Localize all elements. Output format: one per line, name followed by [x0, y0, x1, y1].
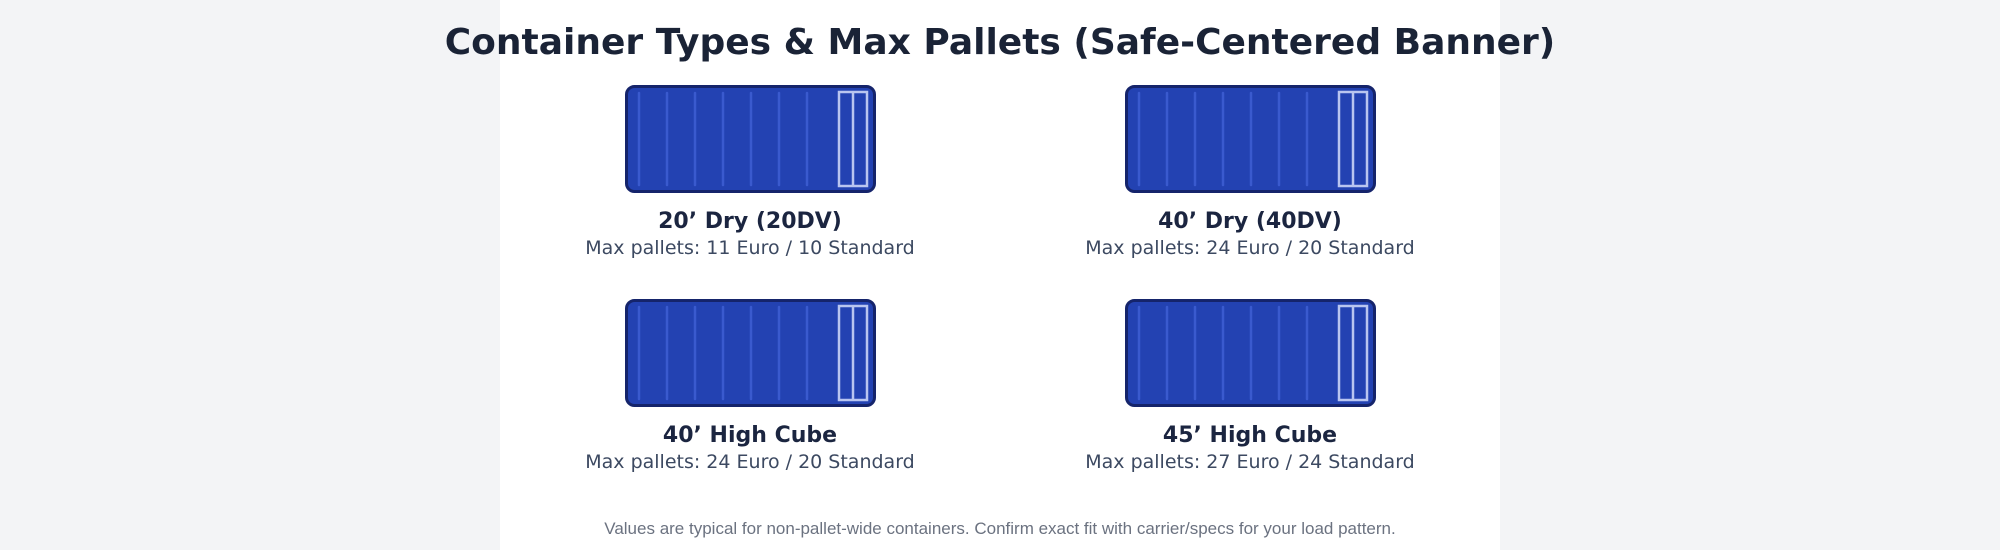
page-title: Container Types & Max Pallets (Safe-Cent…: [444, 22, 1556, 63]
container-card-40dv: 40’ Dry (40DV) Max pallets: 24 Euro / 20…: [1000, 85, 1500, 260]
max-pallets-label: Max pallets: 24 Euro / 20 Standard: [1085, 237, 1415, 259]
container-type-label: 40’ Dry (40DV): [1158, 209, 1342, 234]
container-card-45hc: 45’ High Cube Max pallets: 27 Euro / 24 …: [1000, 299, 1500, 474]
container-door-icon: [1337, 304, 1368, 402]
container-type-label: 45’ High Cube: [1162, 423, 1338, 448]
container-type-label: 20’ Dry (20DV): [658, 209, 842, 234]
max-pallets-label: Max pallets: 24 Euro / 20 Standard: [585, 451, 915, 473]
container-card-20dv: 20’ Dry (20DV) Max pallets: 11 Euro / 10…: [500, 85, 1000, 260]
container-door-icon: [1337, 90, 1368, 188]
max-pallets-label: Max pallets: 27 Euro / 24 Standard: [1085, 451, 1415, 473]
disclaimer-note: Values are typical for non-pallet-wide c…: [604, 519, 1396, 538]
max-pallets-label: Max pallets: 11 Euro / 10 Standard: [585, 237, 915, 259]
shipping-container-icon: [1124, 85, 1376, 193]
shipping-container-icon: [624, 299, 876, 407]
container-door-icon: [837, 304, 868, 402]
container-type-label: 40’ High Cube: [662, 423, 838, 448]
container-card-40hc: 40’ High Cube Max pallets: 24 Euro / 20 …: [500, 299, 1000, 474]
shipping-container-icon: [1124, 299, 1376, 407]
container-door-icon: [837, 90, 868, 188]
shipping-container-icon: [624, 85, 876, 193]
container-grid: 20’ Dry (20DV) Max pallets: 11 Euro / 10…: [500, 85, 1500, 474]
